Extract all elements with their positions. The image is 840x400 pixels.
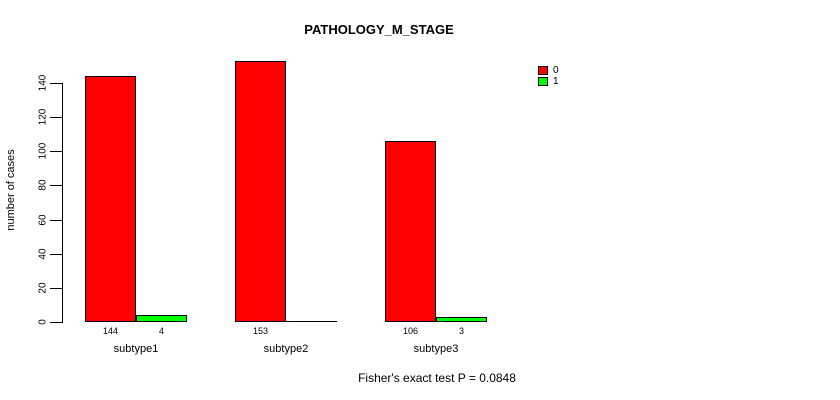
y-tick: [50, 288, 62, 289]
bar-subtype1-series-0: [85, 76, 136, 322]
bar-value-label: 3: [458, 326, 465, 336]
chart-title: PATHOLOGY_M_STAGE: [304, 22, 454, 37]
y-tick-label: 140: [37, 74, 49, 92]
y-axis-line: [62, 83, 63, 323]
zero-bar-line-subtype2-series-1: [286, 321, 337, 322]
bar-subtype3-series-1: [436, 317, 487, 322]
bar-value-label: 106: [402, 326, 419, 336]
legend-swatch: [538, 66, 548, 75]
y-tick: [50, 185, 62, 186]
annotation-text: Fisher's exact test P = 0.0848: [358, 371, 516, 385]
category-label-subtype3: subtype3: [413, 343, 459, 355]
bar-value-label: 153: [252, 326, 269, 336]
bar-subtype1-series-1: [136, 315, 187, 322]
legend-label: 1: [553, 76, 559, 87]
y-tick-label: 120: [37, 108, 49, 126]
bar-value-label: 4: [158, 326, 165, 336]
legend-swatch: [538, 77, 548, 86]
y-tick-label: 60: [37, 214, 49, 226]
legend-entry-1: 1: [538, 76, 559, 87]
bar-subtype3-series-0: [385, 141, 436, 322]
legend-entry-0: 0: [538, 65, 559, 76]
legend-label: 0: [553, 65, 559, 76]
y-tick: [50, 220, 62, 221]
bar-subtype2-series-0: [235, 61, 286, 322]
y-tick-label: 100: [37, 142, 49, 160]
y-tick: [50, 83, 62, 84]
y-tick-label: 40: [37, 248, 49, 260]
y-tick: [50, 322, 62, 323]
y-tick: [50, 117, 62, 118]
y-tick: [50, 254, 62, 255]
bar-value-label: 144: [102, 326, 119, 336]
category-label-subtype2: subtype2: [263, 343, 309, 355]
y-tick-label: 80: [37, 179, 49, 191]
y-tick-label: 0: [37, 319, 49, 325]
y-tick: [50, 151, 62, 152]
category-label-subtype1: subtype1: [113, 343, 159, 355]
y-tick-label: 20: [37, 282, 49, 294]
y-axis-label: number of cases: [5, 149, 17, 231]
